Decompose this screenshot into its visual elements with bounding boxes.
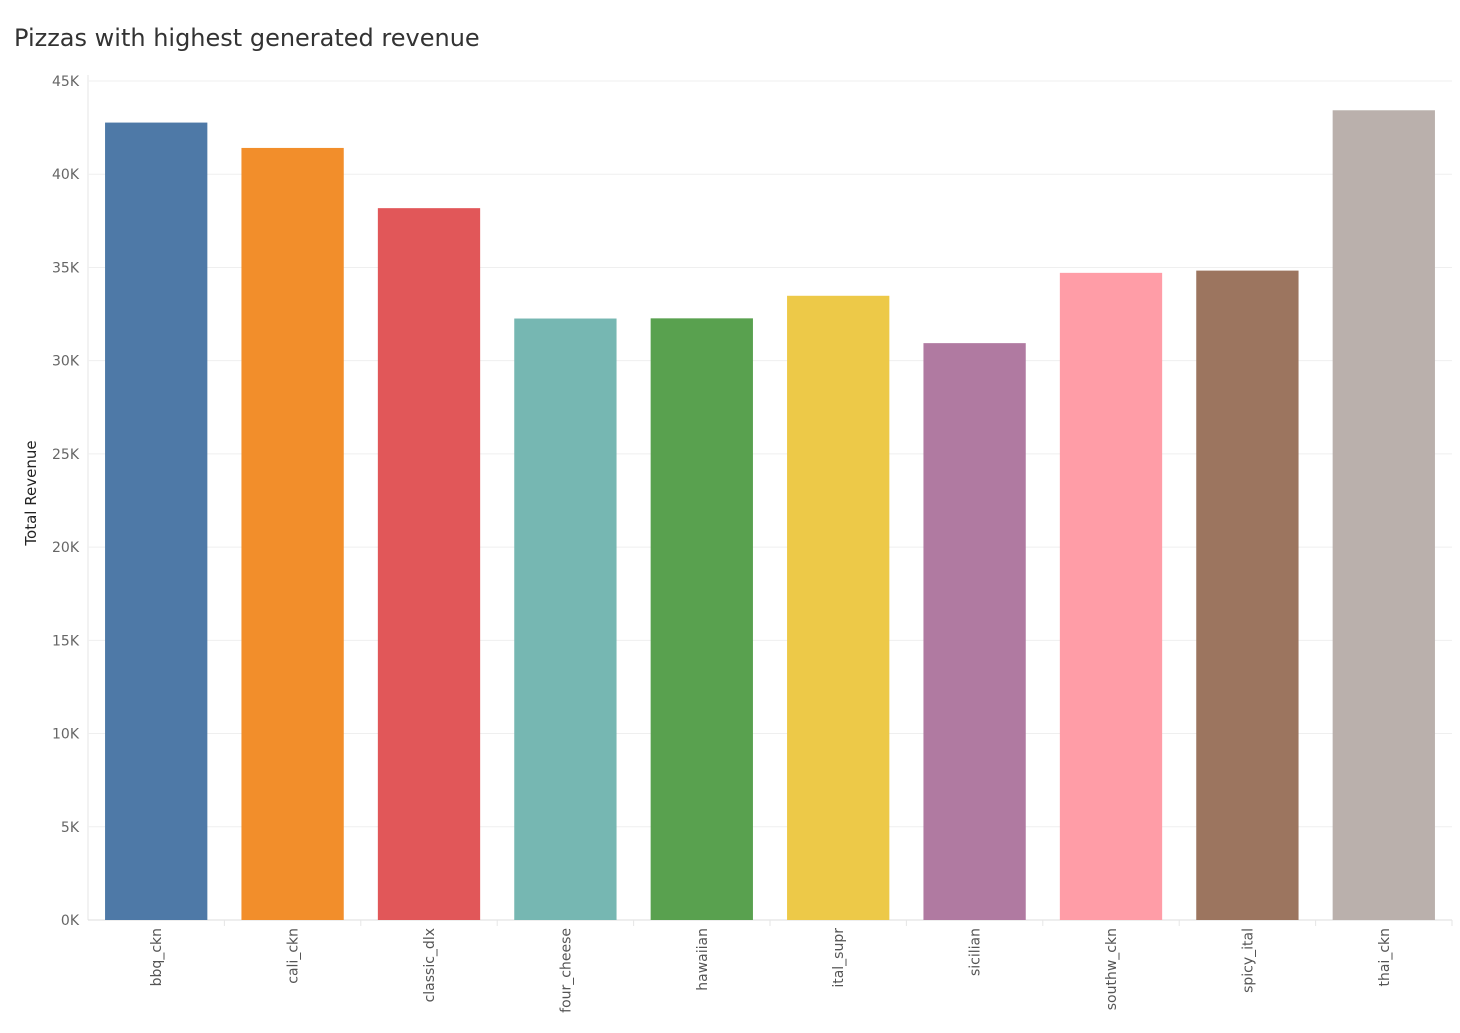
bar-classic-dlx[interactable] [377,208,481,921]
x-tick-label: thai_ckn [1377,928,1393,987]
y-axis-title: Total Revenue [22,440,40,546]
x-tick-label: sicilian [968,928,984,976]
x-axis-labels: bbq_ckn cali_ckn classic_dlx four_cheese haw… [149,920,1453,1013]
bar-bbq-ckn[interactable] [105,122,208,921]
y-tick-label: 5K [61,820,80,836]
y-tick-label: 15K [52,633,80,649]
bars [105,110,1435,921]
bar-spicy-ital[interactable] [1196,270,1299,920]
bar-four-cheese[interactable] [514,318,617,920]
y-tick-label: 10K [52,727,80,743]
x-tick-label: classic_dlx [422,928,438,1002]
bar-sicilian[interactable] [923,343,1026,921]
bar-ital-supr[interactable] [787,295,890,920]
x-tick-label: ital_supr [831,928,847,988]
bar-southw-ckn[interactable] [1059,272,1163,920]
y-tick-label: 30K [52,354,80,370]
x-tick-label: spicy_ital [1240,928,1256,993]
bar-hawaiian[interactable] [650,318,753,921]
y-tick-label: 40K [52,167,80,183]
chart-title: Pizzas with highest generated revenue [14,24,480,52]
x-tick-label: cali_ckn [286,928,302,984]
y-tick-label: 0K [61,913,80,929]
x-tick-label: hawaiian [695,928,711,991]
x-tick-label: southw_ckn [1104,928,1120,1010]
y-tick-label: 35K [52,260,80,276]
y-axis-ticks: 0K 5K 10K 15K 20K 25K 30K 35K 40K 45K [52,74,80,929]
x-tick-label: bbq_ckn [149,928,165,986]
y-tick-label: 20K [52,540,80,556]
x-tick-label: four_cheese [558,928,574,1013]
bar-cali-ckn[interactable] [241,147,344,921]
y-tick-label: 45K [52,74,80,90]
bar-thai-ckn[interactable] [1332,110,1435,920]
y-tick-label: 25K [52,447,80,463]
